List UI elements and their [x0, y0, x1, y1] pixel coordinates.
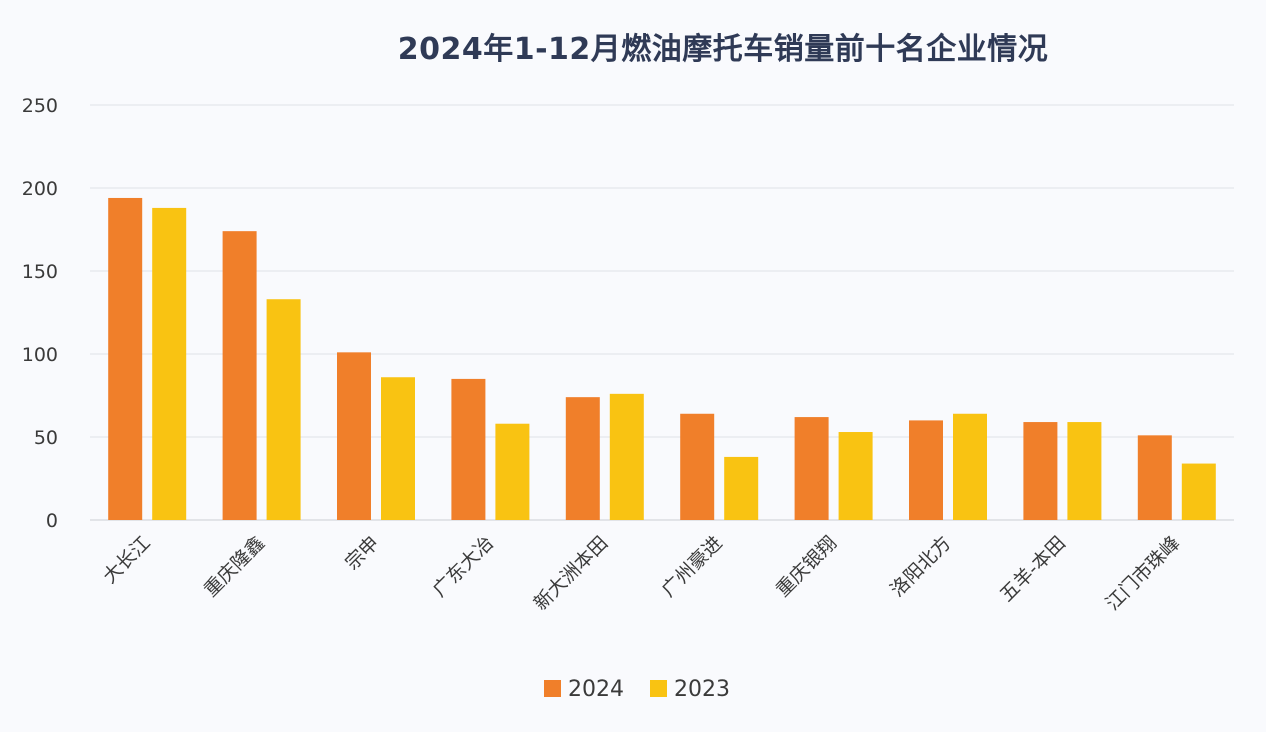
x-category-label: 重庆隆鑫: [200, 532, 269, 601]
bar-2024-洛阳北方: [909, 420, 943, 520]
x-category-label: 新大洲本田: [530, 532, 613, 615]
x-category-label: 广州豪进: [657, 532, 726, 601]
x-category-label: 重庆银翔: [772, 532, 841, 601]
bar-2023-宗申: [381, 377, 415, 520]
legend-swatch-2024: [544, 680, 561, 697]
bar-2024-重庆银翔: [794, 417, 829, 520]
y-tick-label: 100: [22, 344, 58, 366]
bar-2023-广东大冶: [495, 423, 530, 520]
y-tick-label: 0: [46, 510, 58, 532]
y-tick-label: 150: [22, 261, 58, 283]
x-category-label: 大长江: [99, 532, 155, 588]
legend-label: 2023: [674, 677, 730, 702]
bar-2024-重庆隆鑫: [222, 231, 257, 520]
bar-2024-广东大冶: [451, 378, 486, 520]
bar-2023-五羊-本田: [1067, 422, 1102, 520]
y-axis-ticks: 0 50 100 150 200 250: [22, 95, 58, 532]
bar-2023-广州豪进: [724, 456, 759, 520]
x-category-label: 宗申: [341, 532, 383, 574]
y-tick-label: 250: [22, 95, 58, 117]
x-category-label: 五羊-本田: [996, 532, 1070, 606]
bar-2023-江门市珠峰: [1181, 463, 1216, 520]
bar-2023-新大洲本田: [609, 393, 644, 520]
bar-2023-重庆隆鑫: [266, 299, 301, 520]
bar-2024-五羊-本田: [1023, 422, 1058, 520]
bars: [108, 197, 1216, 521]
bar-2024-大长江: [108, 197, 143, 520]
x-category-label: 江门市珠峰: [1102, 532, 1185, 615]
legend-swatch-2023: [650, 680, 667, 697]
y-tick-label: 50: [34, 427, 58, 449]
chart-title: 2024年1-12月燃油摩托车销量前十名企业情况: [397, 32, 1049, 67]
x-category-label: 广东大冶: [429, 532, 498, 601]
bar-2024-江门市珠峰: [1137, 435, 1172, 520]
bar-2024-广州豪进: [680, 413, 715, 520]
bar-2024-新大洲本田: [565, 397, 600, 520]
x-category-label: 洛阳北方: [886, 532, 955, 601]
x-axis-labels: 大长江 重庆隆鑫 宗申 广东大冶 新大洲本田 广州豪进 重庆银翔 洛阳北方 五羊-本田 江门市珠峰: [99, 532, 1184, 615]
bar-2024-宗申: [337, 352, 371, 520]
legend: 2024 2023: [544, 677, 730, 702]
bar-2023-洛阳北方: [953, 413, 987, 520]
y-tick-label: 200: [22, 178, 58, 200]
bar-2023-大长江: [152, 207, 187, 521]
bar-2023-重庆银翔: [838, 432, 873, 520]
legend-label: 2024: [568, 677, 624, 702]
gridlines: [90, 104, 1234, 521]
